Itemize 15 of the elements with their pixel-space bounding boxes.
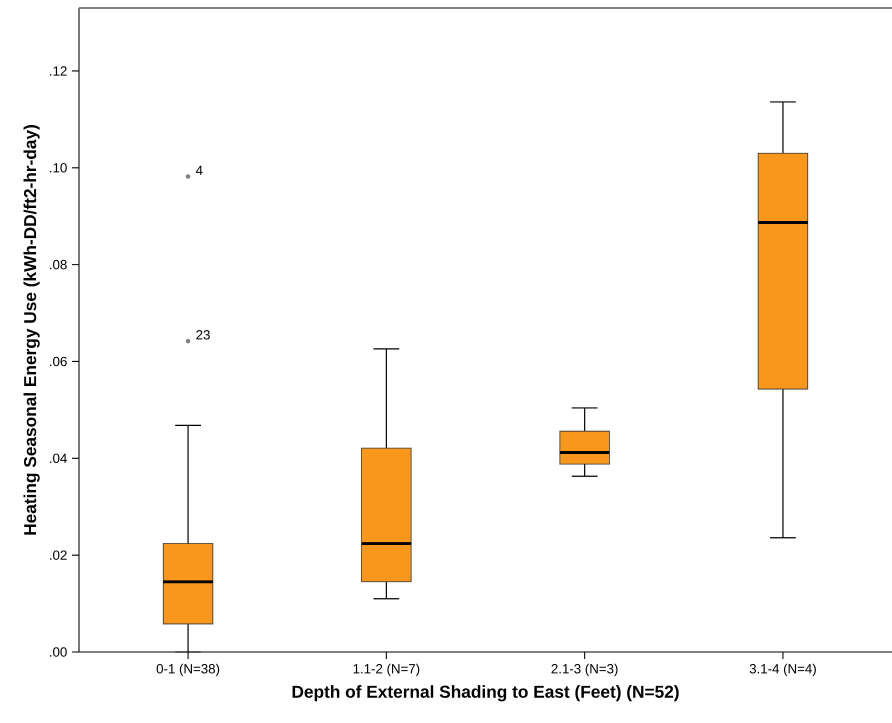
y-tick-label: .10 bbox=[50, 163, 67, 172]
x-tick-label: 0-1 (N=38) bbox=[156, 664, 220, 676]
y-tick-label: .12 bbox=[50, 66, 67, 76]
x-tick-label: 2.1-3 (N=3) bbox=[552, 664, 618, 676]
y-tick-label: .04 bbox=[50, 454, 67, 464]
annotation: 23 bbox=[196, 330, 210, 340]
y-tick-label: .06 bbox=[50, 356, 67, 366]
y-tick-label: .00 bbox=[50, 647, 67, 657]
y-tick-label: .02 bbox=[50, 550, 67, 560]
annotation: 4 bbox=[196, 166, 203, 175]
x-tick-label: 1.1-2 (N=7) bbox=[354, 664, 420, 676]
x-tick-label: 3.1-4 (N=4) bbox=[750, 664, 816, 676]
y-tick-label: .08 bbox=[50, 260, 67, 270]
y-axis-title: Heating Seasonal Energy Use (kWh-DD/ft2-hr-day) bbox=[24, 125, 40, 535]
x-axis-title: Depth of External Shading to East (Feet) (N=52) bbox=[292, 685, 679, 702]
